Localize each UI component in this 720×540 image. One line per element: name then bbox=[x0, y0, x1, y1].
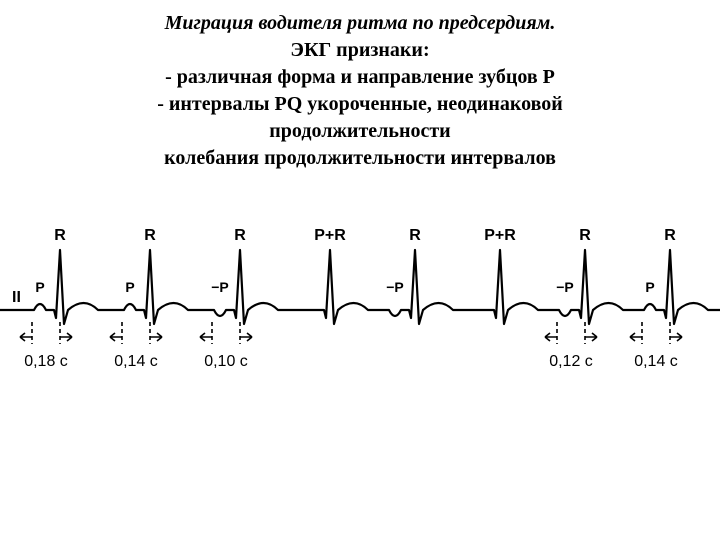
p-label: P bbox=[35, 279, 44, 295]
p-label: −P bbox=[211, 279, 229, 295]
interval-arrow-right bbox=[150, 333, 162, 341]
criteria-line-4: колебания продолжительности интервалов bbox=[0, 145, 720, 172]
r-label: R bbox=[579, 227, 591, 244]
interval-text: 0,18 с bbox=[24, 353, 68, 370]
subtitle: ЭКГ признаки: bbox=[0, 37, 720, 64]
interval-arrow-left bbox=[630, 333, 642, 341]
page: { "text": { "title": "Миграция водителя … bbox=[0, 0, 720, 540]
page-title: Миграция водителя ритма по предсердиям. bbox=[0, 10, 720, 37]
interval-arrow-right bbox=[585, 333, 597, 341]
interval-arrow-right bbox=[240, 333, 252, 341]
r-label: P+R bbox=[484, 227, 516, 244]
r-label: R bbox=[144, 227, 156, 244]
interval-arrow-left bbox=[200, 333, 212, 341]
interval-text: 0,14 с bbox=[114, 353, 158, 370]
header-text-block: Миграция водителя ритма по предсердиям. … bbox=[0, 0, 720, 172]
interval-arrow-left bbox=[545, 333, 557, 341]
p-label: P bbox=[125, 279, 134, 295]
lead-label: II bbox=[12, 289, 21, 306]
r-label: P+R bbox=[314, 227, 346, 244]
p-label: −P bbox=[556, 279, 574, 295]
interval-arrow-left bbox=[20, 333, 32, 341]
r-label: R bbox=[664, 227, 676, 244]
ecg-trace bbox=[0, 250, 720, 324]
criteria-line-1: - различная форма и направление зубцов Р bbox=[0, 64, 720, 91]
criteria-line-2: - интервалы PQ укороченные, неодинаковой bbox=[0, 91, 720, 118]
p-label: −P bbox=[386, 279, 404, 295]
interval-arrow-right bbox=[60, 333, 72, 341]
interval-text: 0,10 с bbox=[204, 353, 248, 370]
p-label: P bbox=[645, 279, 654, 295]
interval-arrow-right bbox=[670, 333, 682, 341]
r-label: R bbox=[409, 227, 421, 244]
criteria-line-3: продолжительности bbox=[0, 118, 720, 145]
r-label: R bbox=[54, 227, 66, 244]
interval-arrow-left bbox=[110, 333, 122, 341]
interval-text: 0,14 с bbox=[634, 353, 678, 370]
ecg-strip: II R P 0,18 с R P 0,14 с R −P 0,10 с P+R R −P P+R R −P 0… bbox=[0, 200, 720, 400]
interval-text: 0,12 с bbox=[549, 353, 593, 370]
r-label: R bbox=[234, 227, 246, 244]
